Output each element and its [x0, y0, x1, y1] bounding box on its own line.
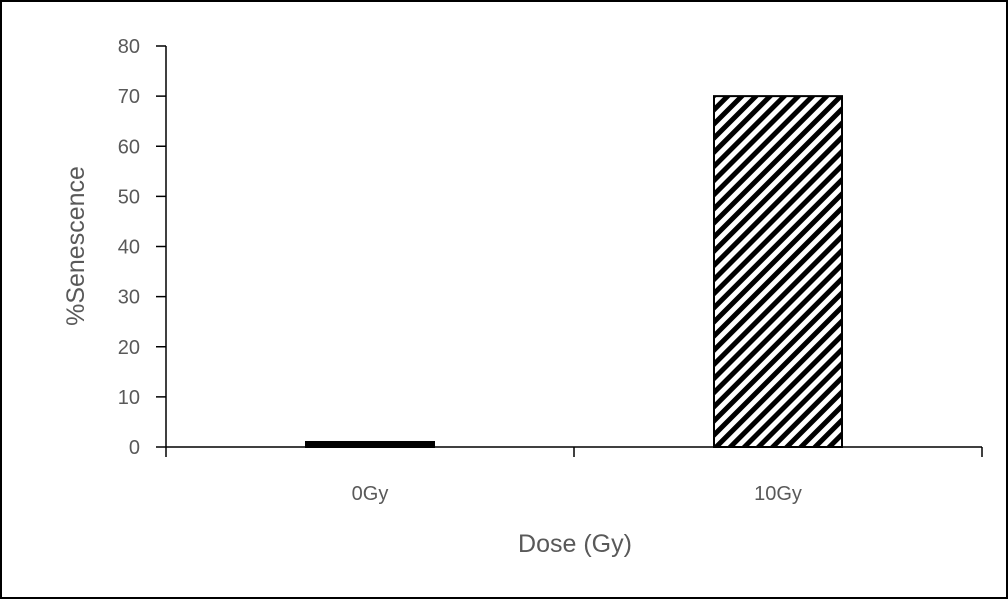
x-tick-label: 10Gy — [754, 483, 802, 505]
y-tick-label: 60 — [118, 136, 140, 158]
y-tick-label: 50 — [118, 186, 140, 208]
x-axis — [165, 446, 983, 457]
x-tick-labels: 0Gy 10Gy — [352, 483, 802, 505]
bars — [305, 95, 843, 448]
y-tick-label: 30 — [118, 287, 140, 309]
y-axis-ticks: 0 10 20 30 40 50 60 70 80 — [118, 36, 167, 459]
y-tick-label: 10 — [118, 387, 140, 409]
y-tick-label: 0 — [129, 437, 140, 459]
y-tick-label: 20 — [118, 337, 140, 359]
y-tick-label: 70 — [118, 86, 140, 108]
y-axis-title: %Senescence — [62, 166, 90, 326]
bar-10Gy — [713, 95, 843, 448]
y-tick-label: 40 — [118, 237, 140, 259]
x-axis-title: Dose (Gy) — [518, 530, 632, 558]
x-tick-label: 0Gy — [352, 483, 389, 505]
y-tick-label: 80 — [118, 36, 140, 58]
bar-0Gy — [305, 440, 435, 448]
